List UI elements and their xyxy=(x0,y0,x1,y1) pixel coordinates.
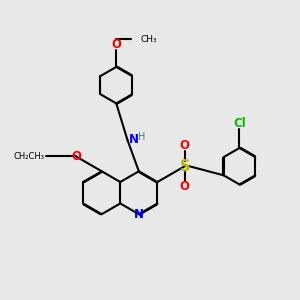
Text: O: O xyxy=(180,139,190,152)
Text: CH₃: CH₃ xyxy=(140,34,157,43)
Text: N: N xyxy=(134,208,144,221)
Text: O: O xyxy=(71,150,81,163)
Text: CH₂CH₃: CH₂CH₃ xyxy=(14,152,44,161)
Text: H: H xyxy=(138,132,145,142)
Text: S: S xyxy=(179,159,190,174)
Text: O: O xyxy=(180,180,190,193)
Text: Cl: Cl xyxy=(233,117,246,130)
Text: N: N xyxy=(129,134,139,146)
Text: O: O xyxy=(111,38,121,51)
